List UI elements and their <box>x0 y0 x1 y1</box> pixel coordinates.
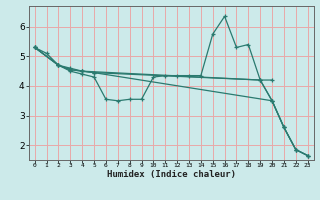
X-axis label: Humidex (Indice chaleur): Humidex (Indice chaleur) <box>107 170 236 179</box>
